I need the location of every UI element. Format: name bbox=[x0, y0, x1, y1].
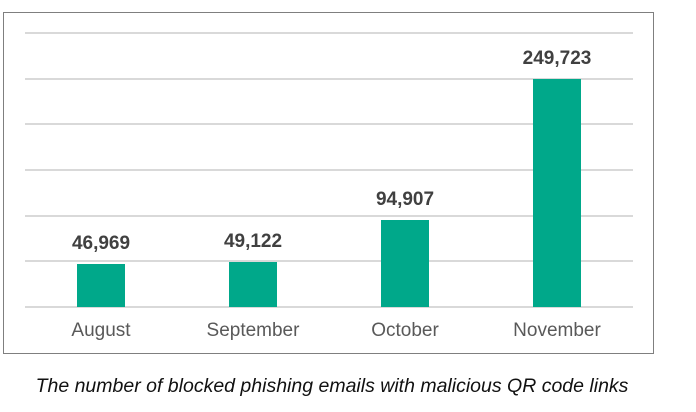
value-label: 46,969 bbox=[71, 233, 131, 255]
x-axis-label: September bbox=[206, 320, 300, 341]
value-label: 249,723 bbox=[522, 47, 592, 69]
x-axis-label: October bbox=[371, 320, 439, 341]
gridline bbox=[25, 169, 633, 171]
gridline bbox=[25, 77, 633, 80]
gridline bbox=[25, 123, 633, 126]
x-axis-label: August bbox=[71, 320, 131, 341]
gridline bbox=[25, 214, 633, 217]
value-label: 94,907 bbox=[375, 189, 435, 211]
gridline bbox=[25, 32, 633, 34]
plot-area: 46,969 49,122 94,907 249,723 bbox=[25, 32, 633, 308]
bar-november bbox=[533, 78, 581, 307]
value-label: 49,122 bbox=[223, 231, 283, 253]
bar-september bbox=[229, 262, 277, 307]
bar-october bbox=[381, 220, 429, 307]
gridline bbox=[25, 306, 633, 308]
gridline bbox=[25, 260, 633, 263]
bar-august bbox=[77, 264, 125, 307]
x-axis-label: November bbox=[513, 320, 601, 341]
chart-caption: The number of blocked phishing emails wi… bbox=[35, 375, 629, 397]
